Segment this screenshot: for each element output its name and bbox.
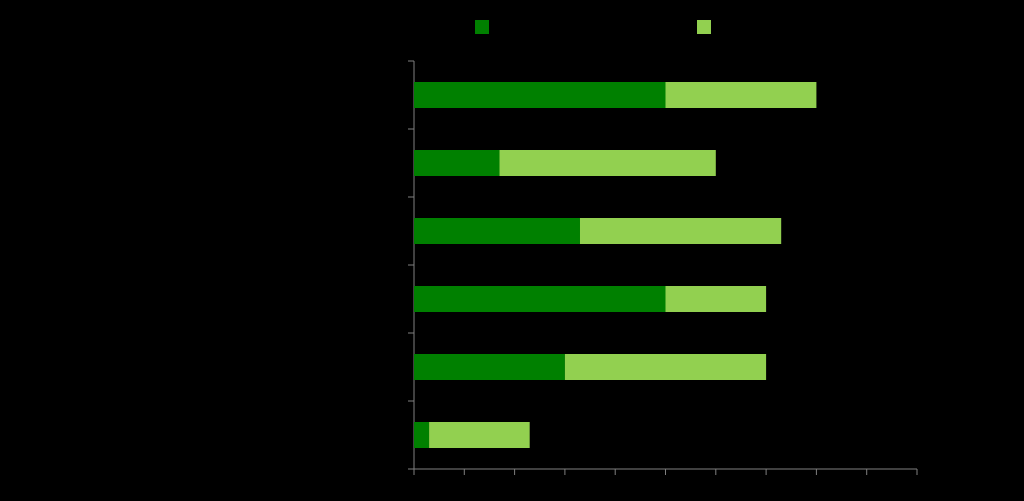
bar-segment — [665, 82, 817, 108]
bar-segment — [414, 218, 580, 244]
bar-segment — [414, 354, 565, 380]
bar-segment — [414, 422, 430, 448]
legend-swatch — [697, 20, 711, 34]
legend-swatch — [475, 20, 489, 34]
bar-segment — [414, 82, 666, 108]
bar-segment — [499, 150, 716, 176]
bar-segment — [665, 286, 767, 312]
bar-segment — [564, 354, 767, 380]
bar-segment — [429, 422, 530, 448]
bar-segment — [579, 218, 782, 244]
bar-segment — [414, 150, 500, 176]
bar-segment — [414, 286, 666, 312]
